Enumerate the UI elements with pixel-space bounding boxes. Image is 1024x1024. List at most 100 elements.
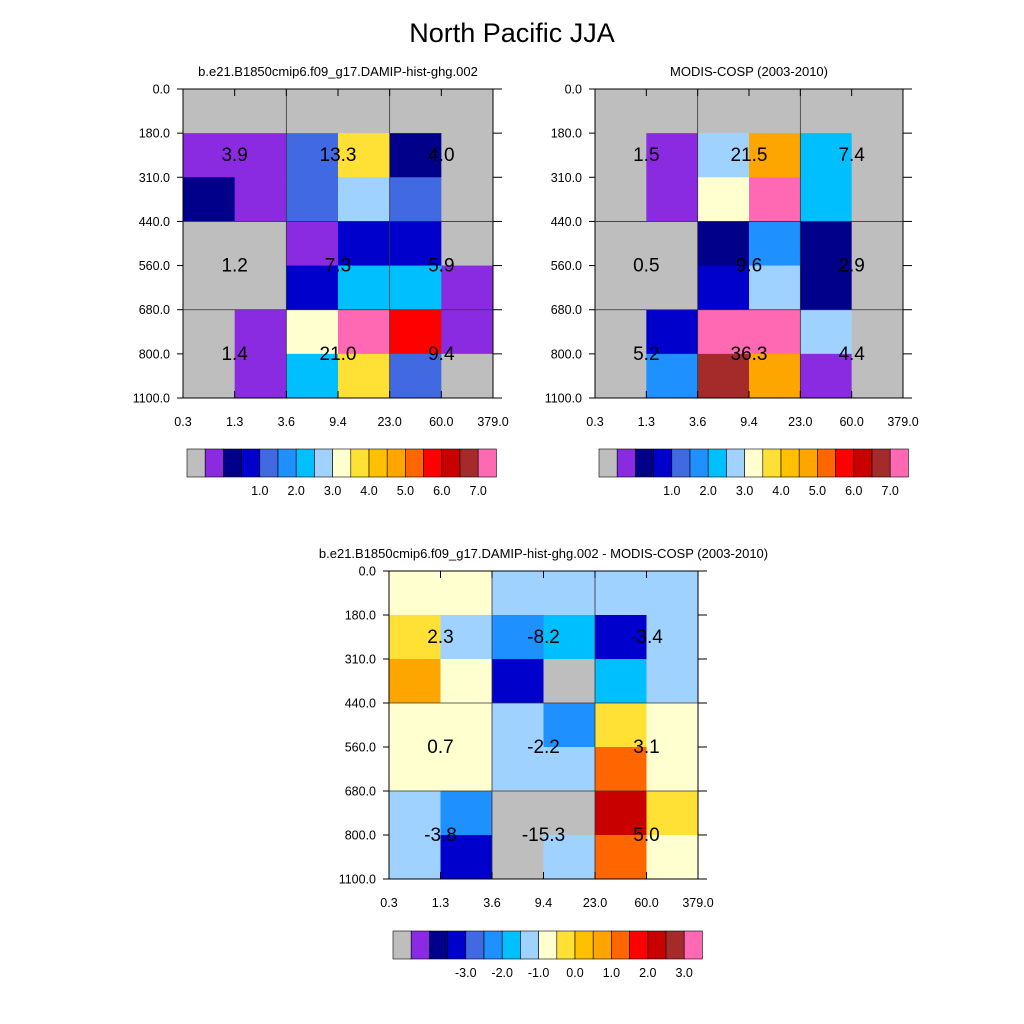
heatmap-cell <box>595 309 647 355</box>
box-value-label: 0.5 <box>633 256 659 277</box>
colorbar-label: 5.0 <box>397 484 414 498</box>
heatmap-cell <box>389 133 442 178</box>
heatmap-cell <box>183 265 236 311</box>
y-tick-label: 440.0 <box>139 215 170 229</box>
heatmap-cell <box>595 571 647 616</box>
heatmap-cell <box>389 89 442 134</box>
colorbar-label: 3.0 <box>324 484 341 498</box>
colorbar-swatch <box>459 448 479 478</box>
heatmap-cell <box>749 353 801 399</box>
box-value-label: -3.8 <box>424 825 457 846</box>
heatmap-cell <box>595 703 647 748</box>
heatmap-cell <box>286 133 339 178</box>
heatmap-cell <box>183 353 236 399</box>
heatmap-cell <box>338 221 391 267</box>
box-value-label: 5.2 <box>633 344 659 365</box>
heatmap-cell <box>234 353 287 399</box>
heatmap-cell <box>851 133 904 178</box>
heatmap-cell <box>595 747 647 792</box>
box-value-label: 1.4 <box>221 344 248 365</box>
box-value-label: -15.3 <box>522 825 565 846</box>
panel-1: b.e21.B1850cmip6.f09_g17.DAMIP-hist-ghg.… <box>133 64 509 498</box>
y-tick-label: 800.0 <box>139 347 170 361</box>
colorbar-swatch <box>392 930 412 960</box>
heatmap-cell <box>492 703 544 748</box>
heatmap-cell <box>389 703 441 748</box>
colorbar-swatch <box>665 930 685 960</box>
heatmap-cell <box>800 177 853 222</box>
y-tick-label: 1100.0 <box>339 873 376 887</box>
x-tick-label: 1.3 <box>432 896 449 910</box>
colorbar-swatch <box>683 930 703 960</box>
colorbar-label: -1.0 <box>528 966 550 980</box>
x-tick-label: 1.3 <box>226 415 243 429</box>
heatmap-cell <box>440 615 493 660</box>
heatmap-cell <box>234 89 287 134</box>
heatmap-cell <box>595 133 647 178</box>
colorbar-label: 1.0 <box>603 966 620 980</box>
heatmap-cell <box>800 309 853 355</box>
colorbar-label: 4.0 <box>772 484 789 498</box>
heatmap-cell <box>800 265 853 311</box>
heatmap-cell <box>595 177 647 222</box>
colorbar-swatch <box>295 448 315 478</box>
colorbar-swatch <box>635 448 654 478</box>
heatmap-cell <box>697 265 750 311</box>
heatmap-cell <box>389 177 442 222</box>
heatmap-cell <box>697 309 750 355</box>
colorbar-swatch <box>574 930 594 960</box>
colorbar-swatch <box>465 930 485 960</box>
heatmap-cell <box>389 747 441 792</box>
heatmap-cell <box>441 177 494 222</box>
heatmap-cell <box>697 353 750 399</box>
colorbar-swatch <box>835 448 855 478</box>
heatmap-cell <box>851 353 904 399</box>
heatmap-cell <box>646 353 699 399</box>
heatmap-cell <box>234 177 287 222</box>
heatmap-cell <box>800 353 853 399</box>
colorbar-swatch <box>410 930 430 960</box>
colorbar-swatch <box>241 448 261 478</box>
heatmap-cell <box>646 89 699 134</box>
colorbar-label: -3.0 <box>455 966 477 980</box>
y-tick-label: 800.0 <box>551 347 582 361</box>
heatmap-cell <box>646 571 699 616</box>
heatmap-cell <box>389 659 441 704</box>
box-value-label: 5.9 <box>428 256 454 277</box>
colorbar-label: 2.0 <box>639 966 656 980</box>
box-value-label: -2.2 <box>527 737 560 758</box>
colorbar: 1.0 2.0 3.0 4.0 5.0 6.0 7.0 <box>598 448 909 498</box>
heatmap-cell <box>183 89 236 134</box>
box-value-label: 4.0 <box>428 145 454 166</box>
y-tick-label: 0.0 <box>359 565 376 579</box>
heatmap-cell <box>646 265 699 311</box>
heatmap-cell <box>338 353 391 399</box>
colorbar-swatch <box>538 930 558 960</box>
y-tick-label: 440.0 <box>345 697 376 711</box>
heatmap-cell <box>851 89 904 134</box>
panel-2: MODIS-COSP (2003-2010) 0.3 1.3 3.6 9.4 23.0 60… <box>545 64 919 498</box>
heatmap-cell <box>441 221 494 267</box>
colorbar-swatch <box>477 448 497 478</box>
heatmap-cell <box>286 265 339 311</box>
x-tick-label: 379.0 <box>477 415 508 429</box>
heatmap-cell <box>595 265 647 311</box>
x-tick-label: 23.0 <box>377 415 401 429</box>
heatmap-cell <box>749 89 801 134</box>
colorbar-swatch <box>501 930 521 960</box>
box-value-label: 0.7 <box>427 737 453 758</box>
colorbar-label: 7.0 <box>882 484 899 498</box>
heatmap-cell <box>286 309 339 355</box>
colorbar-label: 7.0 <box>470 484 487 498</box>
heatmap-cell <box>749 309 801 355</box>
y-tick-label: 680.0 <box>551 303 582 317</box>
heatmap-cell <box>543 747 596 792</box>
colorbar-swatch <box>405 448 424 478</box>
colorbar-swatch <box>653 448 673 478</box>
heatmap-cell <box>492 747 544 792</box>
heatmap-cell <box>389 221 442 267</box>
y-tick-label: 440.0 <box>551 215 582 229</box>
x-tick-label: 60.0 <box>429 415 453 429</box>
heatmap-cell <box>440 747 493 792</box>
panel-subtitle: MODIS-COSP (2003-2010) <box>670 64 828 79</box>
